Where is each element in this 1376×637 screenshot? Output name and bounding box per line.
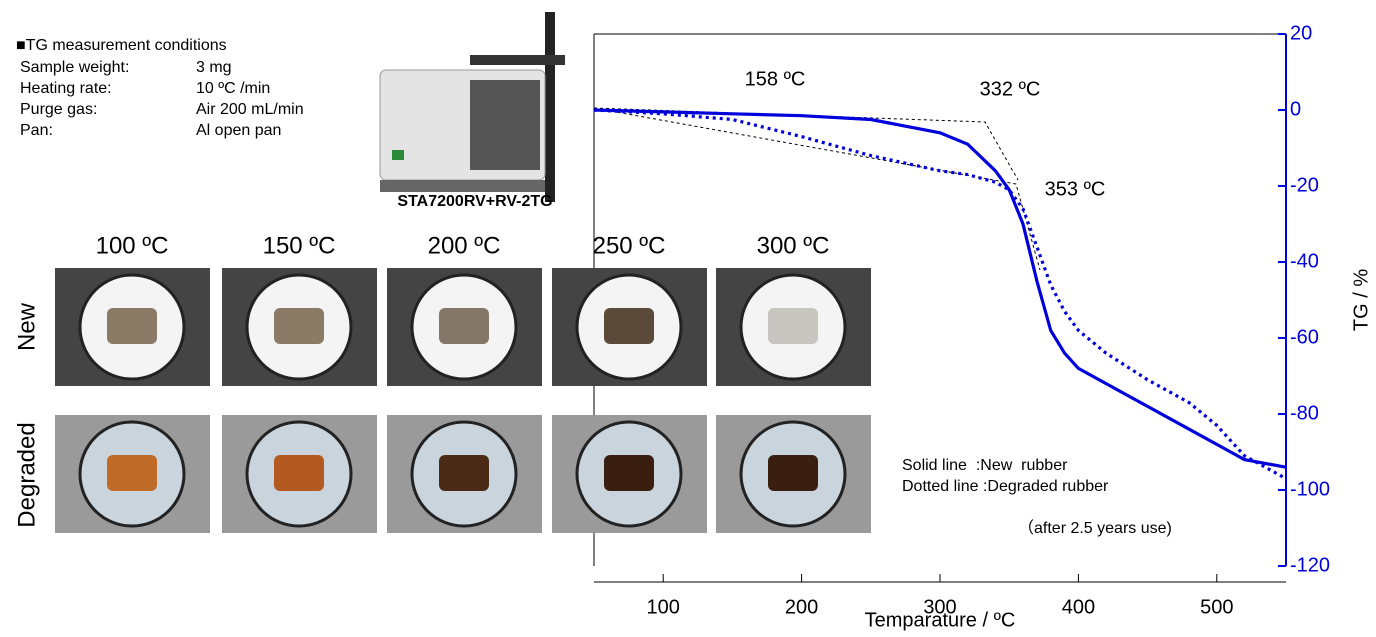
photo-label: 300 ºC [757, 232, 830, 259]
y-tick-label: 20 [1290, 22, 1312, 44]
tangent-line [594, 108, 1018, 180]
photo-sample [604, 455, 654, 491]
photo-sample [107, 308, 157, 344]
condition-value: 10 ºC /min [196, 80, 270, 97]
conditions-heading: ■TG measurement conditions [16, 37, 227, 54]
condition-value: 3 mg [196, 59, 232, 76]
annotation: 158 ºC [745, 68, 806, 90]
condition-value: Air 200 mL/min [196, 101, 304, 118]
photo-sample [768, 455, 818, 491]
legend-entry: Dotted line :Degraded rubber [902, 478, 1109, 495]
photo-label: 200 ºC [428, 232, 501, 259]
instrument-image [380, 12, 565, 202]
y-tick-label: -100 [1290, 478, 1330, 500]
x-tick-label: 100 [647, 596, 680, 618]
row-label: New [13, 302, 40, 351]
x-tick-label: 200 [785, 596, 818, 618]
legend-entry: Solid line :New rubber [902, 457, 1068, 474]
legend-note: （after 2.5 years use) [1018, 519, 1172, 537]
condition-key: Purge gas: [20, 101, 97, 118]
y-tick-label: -120 [1290, 554, 1330, 576]
photo-sample [768, 308, 818, 344]
photo-label: 250 ºC [593, 232, 666, 259]
y-tick-label: -80 [1290, 402, 1319, 424]
annotation: 332 ºC [980, 78, 1041, 100]
photo-sample [604, 308, 654, 344]
annotation: 353 ºC [1045, 178, 1106, 200]
y-axis-label: TG / % [1350, 269, 1372, 331]
photo-sample [439, 455, 489, 491]
photo-label: 100 ºC [96, 232, 169, 259]
photo-sample [274, 455, 324, 491]
x-tick-label: 500 [1200, 596, 1233, 618]
condition-key: Heating rate: [20, 80, 112, 97]
y-tick-label: -40 [1290, 250, 1319, 272]
y-tick-label: -60 [1290, 326, 1319, 348]
instrument-caption: STA7200RV+RV-2TG [397, 193, 552, 210]
condition-value: Al open pan [196, 122, 281, 139]
row-label: Degraded [13, 422, 40, 527]
page: ■TG measurement conditions Sample weight… [0, 0, 1376, 632]
photo-label: 150 ºC [263, 232, 336, 259]
y-tick-label: 0 [1290, 98, 1301, 120]
condition-key: Sample weight: [20, 59, 129, 76]
photo-sample [107, 455, 157, 491]
x-tick-label: 300 [923, 596, 956, 618]
photo-sample [439, 308, 489, 344]
photo-sample [274, 308, 324, 344]
y-tick-label: -20 [1290, 174, 1319, 196]
condition-key: Pan: [20, 122, 53, 139]
x-tick-label: 400 [1062, 596, 1095, 618]
